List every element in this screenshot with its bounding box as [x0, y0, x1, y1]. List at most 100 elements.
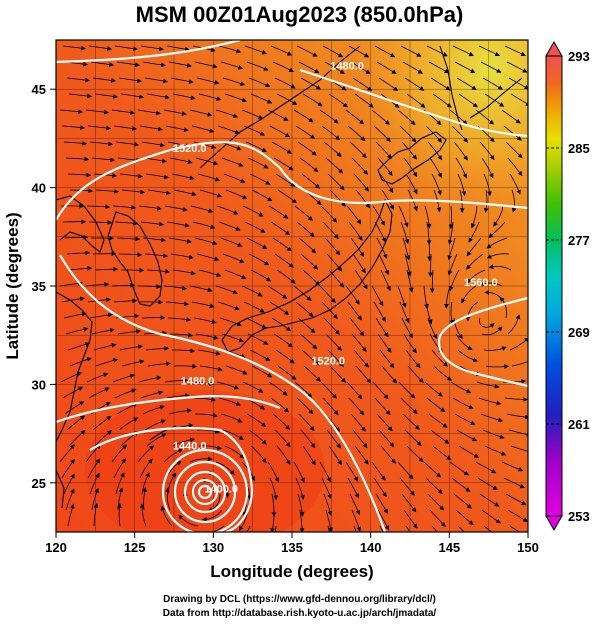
streamline [246, 525, 251, 532]
streamline [510, 445, 528, 454]
streamline [430, 429, 450, 444]
streamline [501, 109, 521, 124]
colorbar-tick-label: 261 [568, 417, 590, 432]
streamline [242, 381, 264, 393]
streamline [223, 173, 246, 183]
colorbar-bottom-arrow [545, 515, 563, 532]
streamline [217, 125, 240, 135]
streamline [402, 413, 420, 430]
streamline [399, 477, 415, 496]
streamline [247, 157, 269, 169]
streamline [378, 77, 399, 91]
x-tick-label: 150 [517, 540, 539, 555]
streamline [478, 397, 502, 406]
streamline [299, 333, 318, 350]
streamline [403, 509, 418, 529]
streamline [59, 109, 84, 115]
streamline [62, 45, 86, 51]
streamline [195, 333, 219, 340]
streamline [92, 416, 112, 431]
streamline [251, 189, 273, 202]
streamline [345, 461, 359, 482]
streamline [402, 237, 411, 261]
streamline [113, 298, 138, 304]
streamline [271, 141, 292, 154]
streamline [478, 317, 495, 328]
streamline [329, 189, 346, 207]
streamline [244, 45, 267, 55]
streamline [139, 458, 153, 479]
streamline [218, 45, 242, 54]
streamline [197, 349, 221, 356]
y-tick-label: 30 [32, 377, 46, 392]
streamline [93, 503, 99, 527]
streamline [426, 397, 446, 413]
streamline [406, 445, 424, 463]
streamline [379, 349, 395, 369]
streamline [448, 205, 454, 230]
streamline [509, 173, 521, 195]
y-tick-label: 35 [32, 279, 46, 294]
streamline [503, 125, 522, 141]
streamline [65, 488, 75, 511]
streamline [194, 237, 218, 246]
streamline [198, 269, 222, 278]
streamline [277, 365, 297, 380]
streamline [250, 445, 267, 464]
streamline [166, 393, 190, 399]
streamline [220, 61, 244, 70]
streamline [327, 349, 344, 367]
geopotential-contours [56, 40, 528, 532]
streamline [196, 77, 220, 85]
streamline [114, 220, 139, 226]
streamline [478, 45, 500, 57]
streamline [323, 141, 342, 157]
streamline [268, 205, 289, 219]
streamline [371, 461, 386, 481]
streamline [479, 141, 495, 161]
streamline [425, 125, 443, 143]
streamline [165, 460, 182, 479]
streamline [267, 285, 288, 299]
streamline [325, 157, 344, 174]
streamline [146, 269, 171, 274]
streamline [165, 487, 171, 511]
streamline [87, 125, 112, 131]
streamline [452, 45, 474, 57]
streamline [429, 269, 435, 294]
streamline [163, 109, 187, 116]
streamline [328, 93, 349, 108]
streamline [323, 317, 340, 335]
streamline [140, 45, 164, 52]
x-tick-label: 145 [438, 540, 460, 555]
streamline [220, 237, 243, 247]
streamline [299, 157, 319, 173]
streamline [271, 317, 292, 332]
streamline [428, 61, 450, 74]
streamline [351, 509, 361, 532]
streamline [381, 189, 394, 210]
streamline [427, 237, 432, 262]
streamline [62, 386, 84, 399]
streamline [475, 461, 497, 474]
streamline [64, 401, 85, 415]
x-tick-label: 135 [281, 540, 303, 555]
streamline [165, 301, 190, 307]
streamline [430, 77, 451, 91]
streamline [160, 505, 173, 527]
streamline [191, 301, 215, 309]
streamline [111, 109, 135, 115]
streamline [87, 297, 111, 303]
streamline [69, 357, 92, 367]
streamline [198, 445, 222, 450]
streamline [397, 461, 414, 480]
streamline [301, 173, 321, 189]
streamline [466, 269, 486, 284]
streamline [320, 205, 338, 223]
streamline [222, 429, 244, 440]
streamline [326, 429, 341, 449]
streamline [377, 157, 393, 177]
streamline [139, 503, 147, 527]
streamline [375, 317, 389, 338]
streamline [404, 429, 422, 446]
